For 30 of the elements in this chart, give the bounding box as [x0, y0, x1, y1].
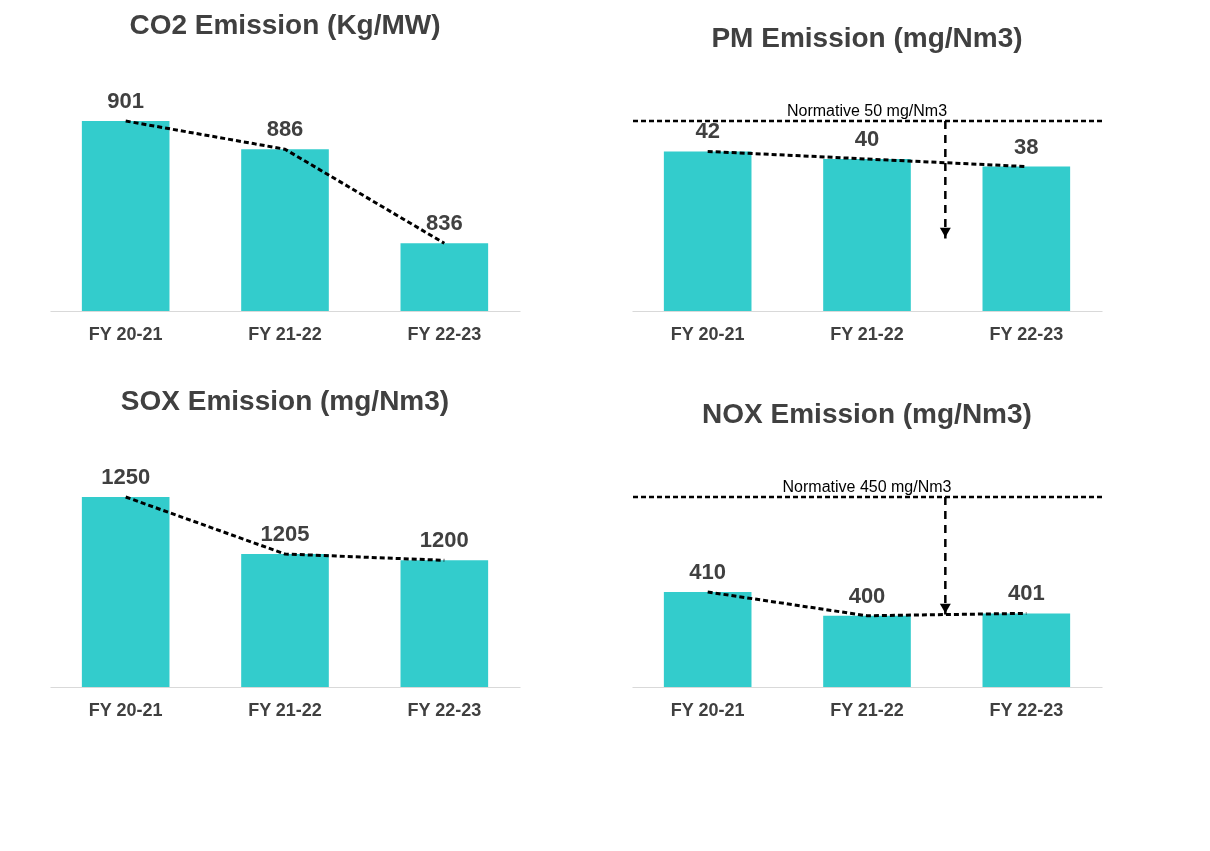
x-tick-label: FY 22-23	[989, 699, 1064, 720]
x-tick-label: FY 21-22	[248, 699, 322, 720]
data-label: 38	[1014, 133, 1039, 159]
x-tick-label: FY 20-21	[670, 323, 745, 344]
data-label: 886	[266, 116, 304, 142]
x-tick-label: FY 22-23	[989, 323, 1064, 344]
data-label: 40	[854, 126, 880, 151]
data-label: 400	[848, 582, 886, 608]
x-tick-label: FY 21-22	[830, 323, 904, 344]
chart-title: SOX Emission (mg/Nm3)	[120, 385, 450, 416]
ref-line-label: Normative 50 mg/Nm3	[786, 102, 948, 119]
chart-title: NOX Emission (mg/Nm3)	[702, 398, 1032, 429]
x-tick-label: FY 22-23	[407, 699, 482, 720]
data-label: 1250	[101, 464, 151, 489]
x-tick-label: FY 21-22	[248, 323, 322, 344]
chart-title: CO2 Emission (Kg/MW)	[129, 9, 441, 40]
data-label: 1205	[260, 521, 310, 546]
x-tick-label: FY 21-22	[830, 699, 904, 720]
x-tick-label: FY 20-21	[670, 699, 745, 720]
x-tick-label: FY 20-21	[88, 323, 163, 344]
x-tick-label: FY 20-21	[88, 699, 163, 720]
data-label: 836	[425, 210, 463, 236]
chart-title: PM Emission (mg/Nm3)	[711, 22, 1023, 53]
data-label: 1200	[419, 527, 469, 553]
data-label: 901	[107, 88, 145, 113]
x-tick-label: FY 22-23	[407, 323, 482, 344]
ref-line-label: Normative 450 mg/Nm3	[782, 478, 952, 495]
data-label: 401	[1007, 580, 1045, 606]
data-label: 42	[695, 118, 720, 144]
data-label: 410	[689, 559, 727, 584]
